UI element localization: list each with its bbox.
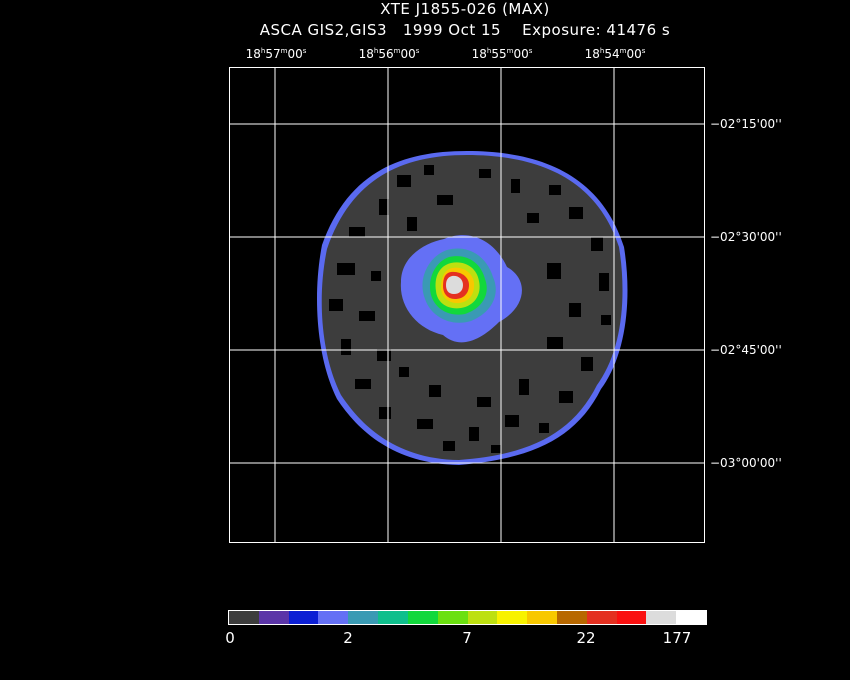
coordinate-grid [229,67,705,543]
colorbar [228,610,707,625]
dec-tick-label: −02°45'00'' [710,343,782,357]
colorbar-tick-label: 2 [343,629,353,647]
colorbar-segment [437,611,468,624]
noise-pattern [329,165,611,453]
colorbar-tick-label: 22 [576,629,596,647]
plot-frame [229,67,705,543]
xray-image [229,67,705,543]
observation-title: XTE J1855-026 (MAX) [380,0,550,18]
colorbar-segment [616,611,647,624]
ra-tick-label: 18h56m00s [358,47,420,61]
colorbar-segment [318,611,349,624]
colorbar-segment [407,611,438,624]
dec-tick-label: −02°15'00'' [710,117,782,131]
observation-details: ASCA GIS2,GIS3 1999 Oct 15 Exposure: 414… [259,21,671,39]
colorbar-segment [556,611,587,624]
ra-tick-label: 18h54m00s [584,47,646,61]
colorbar-segment [527,611,557,624]
colorbar-segment [378,611,408,624]
colorbar-segment [646,611,677,624]
colorbar-segment [229,611,259,624]
dec-tick-label: −03°00'00'' [710,456,782,470]
colorbar-tick-label: 7 [462,629,472,647]
dec-tick-label: −02°30'00'' [710,230,782,244]
colorbar-tick-label: 0 [225,629,235,647]
colorbar-segment [258,611,289,624]
ra-tick-label: 18h55m00s [471,47,533,61]
colorbar-segment [288,611,319,624]
colorbar-segment [586,611,617,624]
colorbar-segment [497,611,528,624]
colorbar-segment [676,611,706,624]
colorbar-segment [467,611,498,624]
colorbar-segment [348,611,379,624]
colorbar-tick-label: 177 [662,629,692,647]
ra-tick-label: 18h57m00s [245,47,307,61]
bright-source [400,235,522,343]
